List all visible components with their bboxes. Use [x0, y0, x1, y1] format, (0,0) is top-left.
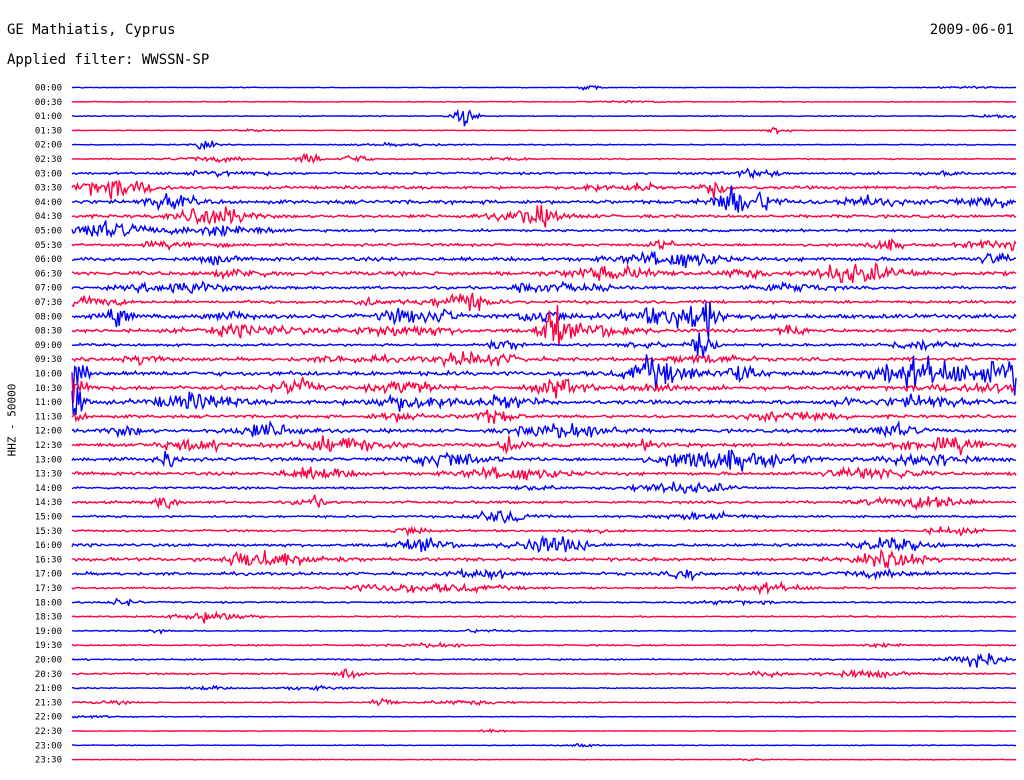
trace-row	[72, 612, 1016, 623]
time-label: 08:00	[35, 312, 62, 322]
trace-row	[72, 759, 1016, 761]
trace-row	[72, 550, 1016, 568]
trace-row	[72, 526, 1016, 535]
time-label: 10:00	[35, 370, 62, 380]
time-label: 07:30	[35, 298, 62, 308]
time-label: 21:00	[35, 684, 62, 694]
time-label: 10:30	[35, 384, 62, 394]
trace-row	[72, 141, 1016, 149]
trace-row	[72, 669, 1016, 678]
time-label: 12:00	[35, 427, 62, 437]
time-label: 12:30	[35, 441, 62, 451]
trace-row	[72, 410, 1016, 424]
trace-row	[72, 653, 1016, 667]
trace-row	[72, 570, 1016, 580]
time-label: 00:00	[35, 84, 62, 94]
time-label: 01:30	[35, 126, 62, 136]
time-label: 17:30	[35, 584, 62, 594]
trace-row	[72, 699, 1016, 705]
trace-row	[72, 354, 1016, 395]
time-label: 19:30	[35, 641, 62, 651]
time-label: 11:30	[35, 412, 62, 422]
time-label: 03:00	[35, 169, 62, 179]
time-label: 08:30	[35, 327, 62, 337]
time-label: 15:00	[35, 513, 62, 523]
trace-row	[72, 730, 1016, 733]
trace-row	[72, 599, 1016, 606]
trace-row	[72, 252, 1016, 268]
trace-row	[72, 643, 1016, 647]
trace-row	[72, 181, 1016, 199]
time-label: 07:00	[35, 284, 62, 294]
trace-row	[72, 264, 1016, 283]
trace-row	[72, 435, 1016, 455]
time-label: 04:00	[35, 198, 62, 208]
time-label: 14:30	[35, 498, 62, 508]
time-label: 13:30	[35, 470, 62, 480]
trace-row	[72, 744, 1016, 747]
trace-row	[72, 351, 1016, 366]
trace-row	[72, 716, 1016, 718]
time-label: 17:00	[35, 570, 62, 580]
time-label: 14:00	[35, 484, 62, 494]
trace-row	[72, 101, 1016, 103]
time-label: 09:00	[35, 341, 62, 351]
trace-row	[72, 450, 1016, 472]
time-label: 15:30	[35, 527, 62, 537]
time-label: 04:30	[35, 212, 62, 222]
time-label: 22:00	[35, 713, 62, 723]
trace-row	[72, 686, 1016, 690]
time-label: 21:30	[35, 698, 62, 708]
seismic-traces	[72, 86, 1016, 761]
trace-row	[72, 536, 1016, 552]
trace-row	[72, 422, 1016, 437]
time-label: 20:30	[35, 670, 62, 680]
time-label: 05:00	[35, 227, 62, 237]
trace-row	[72, 630, 1016, 634]
trace-row	[72, 582, 1016, 593]
trace-row	[72, 495, 1016, 509]
time-label: 22:30	[35, 727, 62, 737]
time-label: 11:00	[35, 398, 62, 408]
time-label: 02:00	[35, 141, 62, 151]
time-label: 18:30	[35, 613, 62, 623]
time-label: 03:30	[35, 184, 62, 194]
time-label: 02:30	[35, 155, 62, 165]
time-label: 23:30	[35, 756, 62, 766]
trace-row	[72, 154, 1016, 162]
time-label: 06:30	[35, 269, 62, 279]
trace-row	[72, 293, 1016, 311]
trace-row	[72, 86, 1016, 90]
trace-row	[72, 111, 1016, 126]
time-label: 19:00	[35, 627, 62, 637]
time-label: 16:00	[35, 541, 62, 551]
trace-row	[72, 305, 1016, 346]
time-label: 18:00	[35, 598, 62, 608]
time-label: 20:00	[35, 656, 62, 666]
trace-row	[72, 467, 1016, 480]
time-label: 16:30	[35, 555, 62, 565]
trace-row	[72, 482, 1016, 493]
time-label: 09:30	[35, 355, 62, 365]
trace-row	[72, 186, 1016, 213]
trace-row	[72, 169, 1016, 178]
time-label: 05:30	[35, 241, 62, 251]
trace-row	[72, 205, 1016, 227]
trace-row	[72, 282, 1016, 293]
time-label: 06:00	[35, 255, 62, 265]
time-label: 13:00	[35, 455, 62, 465]
time-label: 00:30	[35, 98, 62, 108]
trace-row	[72, 128, 1016, 134]
trace-row	[72, 511, 1016, 522]
time-labels: 00:00 00:30 01:00 01:30 02:00 02:30 03:00 03:30…	[35, 84, 62, 766]
time-label: 01:00	[35, 112, 62, 122]
trace-row	[72, 333, 1016, 359]
trace-row	[72, 387, 1016, 415]
time-label: 23:00	[35, 741, 62, 751]
trace-row	[72, 240, 1016, 251]
